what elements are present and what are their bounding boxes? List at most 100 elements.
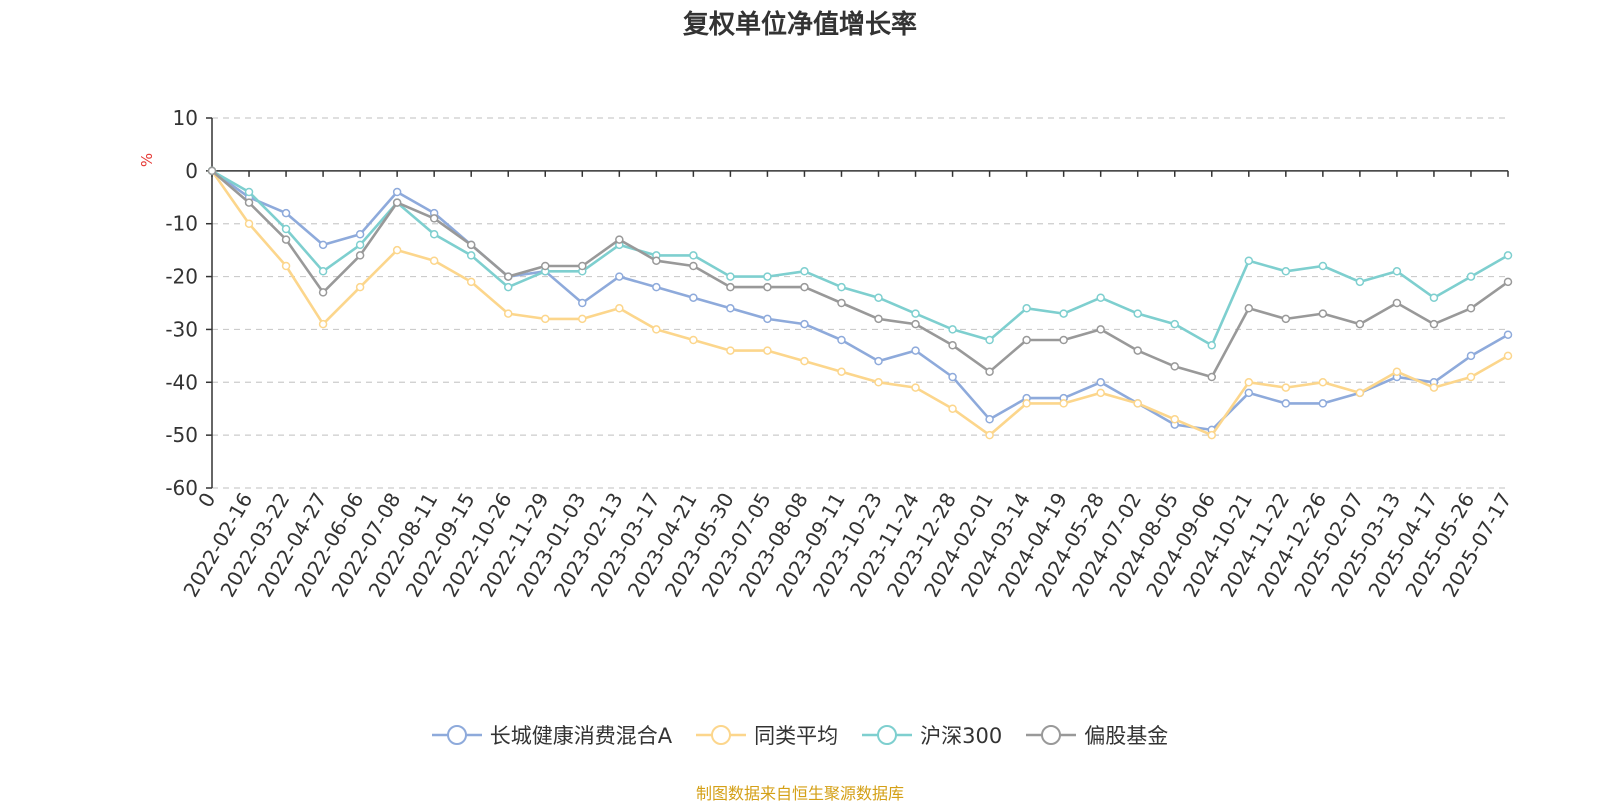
- data-point: [689, 335, 698, 345]
- data-point: [541, 261, 550, 271]
- data-point: [837, 367, 846, 376]
- data-point: [1281, 383, 1291, 392]
- data-point: [615, 272, 624, 281]
- data-point: [1022, 304, 1031, 313]
- data-point: [318, 240, 328, 250]
- data-point: [541, 314, 550, 324]
- data-point: [281, 208, 291, 218]
- data-point: [1244, 378, 1254, 387]
- data-point: [985, 415, 994, 424]
- y-tick-label: 10: [173, 106, 198, 130]
- data-point: [355, 230, 365, 239]
- data-point: [244, 187, 254, 197]
- series-line-3: [211, 169, 1509, 379]
- data-point: [874, 356, 883, 366]
- legend-item[interactable]: 沪深300: [862, 720, 1002, 750]
- data-point: [1207, 430, 1217, 440]
- data-point: [1207, 341, 1217, 350]
- data-point: [1059, 399, 1068, 408]
- data-point: [207, 166, 217, 176]
- data-point: [503, 272, 513, 281]
- data-point: [1133, 346, 1142, 355]
- data-point: [1318, 261, 1328, 271]
- data-point: [1503, 277, 1513, 287]
- data-point: [1059, 309, 1068, 318]
- data-point: [874, 314, 883, 324]
- data-point: [911, 319, 920, 329]
- legend-marker-icon: [696, 725, 747, 745]
- data-point: [1170, 362, 1179, 371]
- y-tick-label: -20: [165, 265, 198, 289]
- legend-marker-icon: [1026, 725, 1077, 745]
- legend-item[interactable]: 同类平均: [696, 720, 838, 750]
- data-point: [318, 267, 328, 276]
- data-point: [1022, 335, 1031, 345]
- data-point: [1096, 388, 1105, 398]
- data-point: [948, 341, 957, 350]
- data-point: [1059, 335, 1068, 345]
- data-point: [763, 282, 772, 292]
- data-point: [578, 261, 587, 271]
- data-point: [615, 235, 624, 244]
- series-line-1: [210, 170, 1509, 437]
- line-chart: 100-10-20-30-40-50-60%02022-02-162022-03…: [138, 106, 1516, 601]
- data-point: [1281, 399, 1291, 408]
- grid-lines: [212, 117, 1508, 489]
- data-point: [652, 282, 661, 292]
- legend-item[interactable]: 长城健康消费混合A: [431, 720, 673, 750]
- data-point: [281, 224, 291, 234]
- data-point: [763, 314, 772, 324]
- data-point: [763, 346, 772, 355]
- data-point: [911, 346, 920, 355]
- data-point: [1318, 399, 1328, 408]
- series-line-0: [211, 169, 1509, 432]
- data-point: [1244, 256, 1254, 265]
- data-point: [1096, 378, 1105, 387]
- legend-label: 偏股基金: [1084, 724, 1169, 748]
- data-point: [1318, 378, 1328, 387]
- data-point: [985, 367, 994, 376]
- data-point: [578, 314, 587, 324]
- data-point: [726, 282, 735, 292]
- data-point: [800, 282, 809, 292]
- legend-label: 同类平均: [754, 724, 839, 748]
- data-point: [244, 198, 254, 207]
- legend-label: 长城健康消费混合A: [489, 724, 673, 748]
- data-point: [800, 267, 809, 276]
- data-point: [355, 251, 365, 260]
- data-point: [466, 240, 476, 250]
- legend-item[interactable]: 偏股基金: [1026, 720, 1168, 750]
- chart-title: 复权单位净值增长率: [682, 10, 917, 40]
- data-point: [985, 430, 994, 440]
- data-point: [1466, 351, 1476, 361]
- data-point: [726, 272, 735, 281]
- data-point: [355, 240, 365, 250]
- data-point: [911, 309, 920, 318]
- legend-marker-icon: [431, 725, 482, 745]
- data-point: [726, 346, 735, 355]
- y-tick-label: -10: [165, 212, 198, 236]
- data-point: [1466, 372, 1476, 382]
- data-point: [1096, 325, 1105, 334]
- data-point: [1355, 319, 1365, 329]
- data-point: [429, 230, 439, 239]
- x-tick-label: 0: [193, 489, 220, 512]
- data-point: [466, 251, 476, 260]
- y-tick-label: -60: [165, 476, 198, 500]
- tick-labels: 100-10-20-30-40-50-60%02022-02-162022-03…: [138, 106, 1516, 601]
- data-point: [318, 288, 328, 297]
- data-point: [1503, 351, 1513, 361]
- data-point: [1466, 304, 1476, 313]
- data-point: [503, 309, 513, 318]
- data-point: [689, 251, 698, 260]
- data-point: [392, 245, 402, 255]
- data-point: [652, 256, 661, 265]
- data-point: [1503, 251, 1513, 260]
- data-point: [281, 235, 291, 244]
- data-point: [1244, 304, 1254, 313]
- data-point: [948, 404, 957, 413]
- data-point: [948, 325, 957, 334]
- data-point: [1429, 383, 1439, 392]
- data-point: [615, 304, 624, 313]
- data-point: [1281, 314, 1291, 324]
